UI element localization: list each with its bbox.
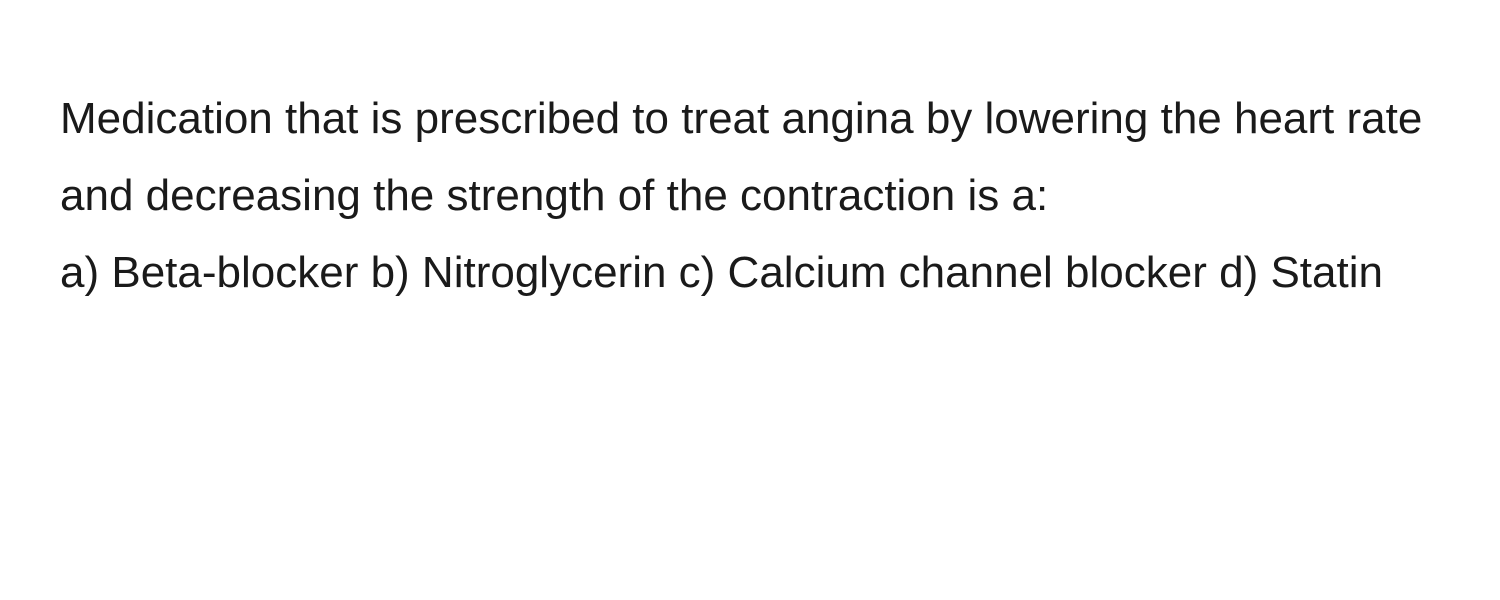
question-options: a) Beta-blocker b) Nitroglycerin c) Calc… [60,234,1440,311]
question-prompt: Medication that is prescribed to treat a… [60,80,1440,234]
question-container: Medication that is prescribed to treat a… [60,80,1440,311]
